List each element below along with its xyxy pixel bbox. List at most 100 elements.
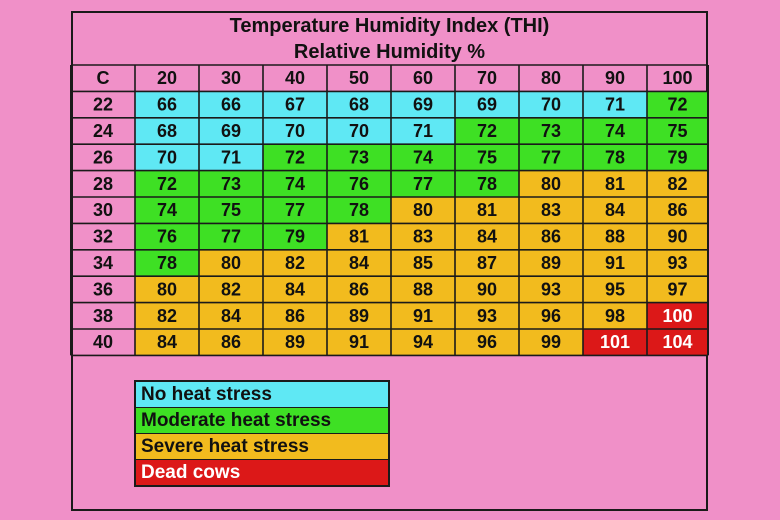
thi-cell-bg: [455, 302, 519, 329]
thi-cell-value: 67: [285, 95, 305, 115]
thi-cell-bg: [199, 91, 263, 118]
thi-cell-bg: [647, 144, 708, 171]
thi-cell-value: 85: [413, 253, 433, 273]
thi-cell-value: 91: [605, 253, 625, 273]
thi-cell-bg: [263, 197, 327, 224]
thi-cell-value: 84: [349, 253, 369, 273]
thi-cell-bg: [583, 117, 647, 145]
row-header-temperature: 36: [93, 279, 113, 299]
thi-cell-bg: [135, 302, 199, 329]
thi-cell-value: 74: [285, 174, 305, 194]
thi-cell-value: 93: [667, 253, 687, 273]
row-header-temperature: 40: [93, 332, 113, 352]
row-header-temperature: 30: [93, 200, 113, 220]
thi-cell-bg: [647, 223, 708, 250]
legend: No heat stress Moderate heat stress Seve…: [134, 380, 390, 487]
row-header-temperature: 26: [93, 147, 113, 167]
thi-cell-bg: [199, 302, 263, 329]
thi-cell-value: 72: [157, 174, 177, 194]
thi-cell-value: 69: [477, 95, 497, 115]
thi-cell-value: 84: [477, 227, 497, 247]
thi-cell-bg: [263, 329, 327, 356]
thi-cell-value: 80: [157, 279, 177, 299]
thi-cell-bg: [327, 302, 391, 329]
thi-cell-value: 101: [600, 332, 630, 352]
row-header-temperature: 34: [93, 253, 113, 273]
thi-cell-value: 86: [349, 279, 369, 299]
thi-cell-bg: [519, 249, 583, 277]
thi-cell-value: 91: [349, 332, 369, 352]
thi-cell-bg: [455, 249, 519, 277]
thi-cell-bg: [263, 302, 327, 329]
thi-cell-value: 89: [541, 253, 561, 273]
thi-cell-value: 69: [221, 121, 241, 141]
thi-cell-bg: [199, 117, 263, 145]
row-header-temperature: 28: [93, 174, 113, 194]
column-header-humidity: 20: [157, 68, 177, 88]
thi-cell-value: 71: [413, 121, 433, 141]
thi-cell-bg: [519, 223, 583, 250]
thi-cell-value: 76: [157, 227, 177, 247]
thi-cell-bg: [391, 276, 455, 303]
column-header-humidity: 50: [349, 68, 369, 88]
thi-cell-bg: [583, 197, 647, 224]
thi-cell-value: 80: [541, 174, 561, 194]
thi-cell-bg: [135, 117, 199, 145]
thi-cell-value: 75: [667, 121, 687, 141]
thi-cell-bg: [327, 249, 391, 277]
thi-cell-bg: [135, 249, 199, 277]
thi-cell-value: 90: [477, 279, 497, 299]
thi-cell-bg: [455, 197, 519, 224]
thi-cell-bg: [583, 144, 647, 171]
thi-cell-value: 93: [541, 279, 561, 299]
thi-cell-bg: [583, 170, 647, 197]
thi-cell-bg: [519, 197, 583, 224]
thi-cell-value: 81: [605, 174, 625, 194]
thi-cell-bg: [391, 91, 455, 118]
thi-cell-bg: [135, 197, 199, 224]
thi-cell-bg: [135, 223, 199, 250]
thi-cell-value: 87: [477, 253, 497, 273]
column-header-humidity: 60: [413, 68, 433, 88]
thi-cell-value: 97: [667, 279, 687, 299]
thi-cell-bg: [455, 223, 519, 250]
thi-cell-value: 77: [413, 174, 433, 194]
thi-cell-value: 78: [477, 174, 497, 194]
thi-cell-bg: [391, 197, 455, 224]
thi-cell-bg: [391, 117, 455, 145]
thi-cell-bg: [391, 223, 455, 250]
thi-cell-bg: [263, 91, 327, 118]
row-header-temperature: 32: [93, 227, 113, 247]
thi-cell-bg: [519, 302, 583, 329]
thi-cell-value: 68: [349, 95, 369, 115]
thi-cell-bg: [455, 170, 519, 197]
thi-cell-bg: [519, 329, 583, 356]
thi-cell-value: 74: [605, 121, 625, 141]
thi-cell-value: 80: [413, 200, 433, 220]
thi-cell-bg: [199, 276, 263, 303]
thi-cell-value: 81: [349, 227, 369, 247]
thi-cell-value: 77: [221, 227, 241, 247]
column-header-humidity: 90: [605, 68, 625, 88]
thi-cell-value: 89: [285, 332, 305, 352]
thi-cell-bg: [391, 249, 455, 277]
thi-cell-value: 86: [221, 332, 241, 352]
thi-cell-value: 94: [413, 332, 433, 352]
thi-cell-value: 79: [667, 147, 687, 167]
thi-cell-value: 96: [477, 332, 497, 352]
thi-cell-bg: [135, 144, 199, 171]
thi-cell-value: 75: [477, 147, 497, 167]
column-header-humidity: 80: [541, 68, 561, 88]
thi-cell-bg: [199, 170, 263, 197]
thi-cell-bg: [583, 329, 647, 356]
thi-cell-bg: [327, 91, 391, 118]
thi-cell-value: 83: [541, 200, 561, 220]
thi-cell-value: 82: [285, 253, 305, 273]
legend-item-dead-cows: Dead cows: [136, 460, 388, 485]
thi-cell-value: 82: [667, 174, 687, 194]
thi-cell-bg: [199, 249, 263, 277]
thi-cell-bg: [263, 144, 327, 171]
thi-cell-bg: [199, 223, 263, 250]
thi-cell-value: 70: [541, 95, 561, 115]
thi-cell-value: 84: [605, 200, 625, 220]
